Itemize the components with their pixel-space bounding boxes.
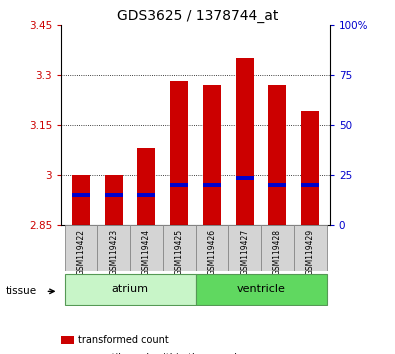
Bar bbox=[301, 112, 319, 225]
Bar bbox=[105, 193, 122, 197]
Text: GSM119428: GSM119428 bbox=[273, 229, 282, 275]
Bar bbox=[170, 81, 188, 225]
Bar bbox=[137, 193, 155, 197]
Bar bbox=[97, 225, 130, 271]
Bar bbox=[163, 225, 196, 271]
Bar bbox=[64, 274, 196, 304]
Text: GSM119429: GSM119429 bbox=[306, 229, 315, 275]
Bar bbox=[261, 225, 294, 271]
Bar bbox=[105, 175, 122, 225]
Text: atrium: atrium bbox=[111, 284, 149, 294]
Text: ventricle: ventricle bbox=[237, 284, 286, 294]
Text: GSM119427: GSM119427 bbox=[240, 229, 249, 275]
Bar bbox=[294, 225, 327, 271]
Bar bbox=[269, 183, 286, 187]
Bar bbox=[203, 85, 221, 225]
Bar bbox=[72, 175, 90, 225]
Text: percentile rank within the sample: percentile rank within the sample bbox=[78, 353, 243, 354]
Text: GSM119425: GSM119425 bbox=[175, 229, 184, 275]
Text: tissue: tissue bbox=[6, 286, 37, 296]
Bar bbox=[196, 274, 327, 304]
Bar bbox=[64, 225, 97, 271]
Bar bbox=[269, 85, 286, 225]
Text: GSM119426: GSM119426 bbox=[207, 229, 216, 275]
Bar bbox=[137, 148, 155, 225]
Text: GSM119424: GSM119424 bbox=[142, 229, 151, 275]
Text: transformed count: transformed count bbox=[78, 335, 169, 345]
Bar bbox=[203, 183, 221, 187]
Text: GSM119422: GSM119422 bbox=[76, 229, 85, 275]
Text: GSM119423: GSM119423 bbox=[109, 229, 118, 275]
Bar bbox=[170, 183, 188, 187]
Bar bbox=[236, 58, 254, 225]
Bar bbox=[236, 176, 254, 180]
Bar bbox=[301, 183, 319, 187]
Bar bbox=[228, 225, 261, 271]
Bar bbox=[130, 225, 163, 271]
Text: GDS3625 / 1378744_at: GDS3625 / 1378744_at bbox=[117, 9, 278, 23]
Bar bbox=[196, 225, 228, 271]
Bar bbox=[72, 193, 90, 197]
